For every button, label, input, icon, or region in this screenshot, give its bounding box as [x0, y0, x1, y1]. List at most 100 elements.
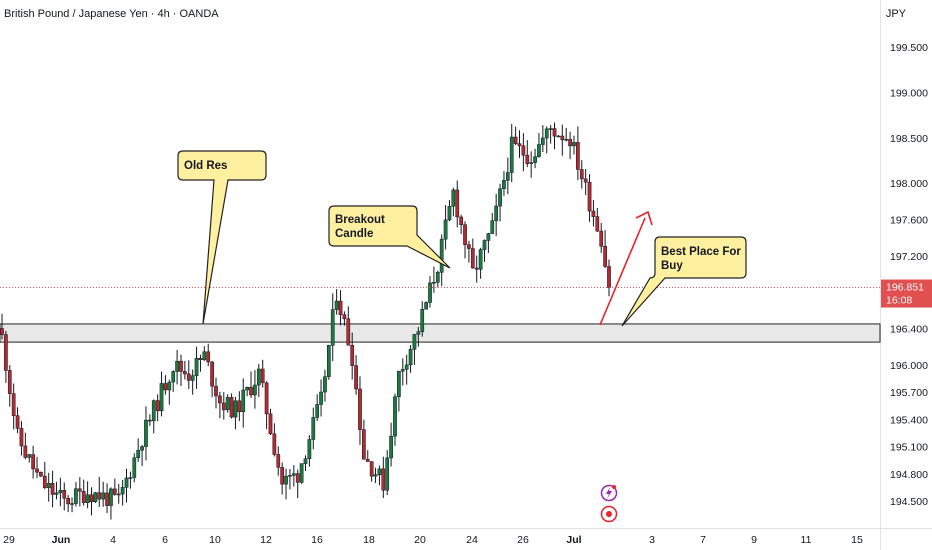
candle-down — [595, 208, 600, 232]
candle-down — [214, 377, 218, 409]
callout-shape — [177, 150, 267, 325]
candle-up — [428, 276, 432, 308]
candle-up — [128, 471, 133, 489]
candle-up — [136, 438, 141, 462]
candle-up — [109, 487, 113, 520]
candle-up — [202, 346, 207, 362]
candle-down — [350, 332, 355, 380]
candle-down — [264, 381, 269, 430]
candle-down — [576, 126, 580, 180]
candle-up — [175, 349, 179, 385]
currency-label: JPY — [885, 8, 906, 20]
price-tick-label: 195.400 — [890, 414, 928, 426]
candle-up — [533, 148, 537, 169]
candle-up — [116, 483, 121, 504]
candle-up — [101, 481, 106, 507]
candle-up — [404, 354, 409, 385]
candle-down — [62, 482, 67, 511]
candle-down — [583, 168, 588, 196]
candle-down — [97, 476, 102, 508]
candle-down — [568, 131, 572, 160]
candle-up — [241, 378, 246, 428]
candle-up — [93, 492, 98, 503]
candle-down — [186, 360, 191, 389]
candle-up — [326, 344, 331, 380]
candles-layer — [0, 122, 611, 520]
candle-up — [140, 444, 144, 467]
price-tick-label: 194.800 — [890, 469, 928, 481]
candle-up — [319, 379, 323, 417]
candle-up — [544, 126, 549, 154]
candle-up — [400, 358, 405, 386]
candle-down — [15, 407, 20, 434]
price-tick-label: 197.200 — [890, 251, 928, 263]
candle-down — [81, 479, 86, 506]
candle-up — [393, 393, 397, 446]
candle-down — [272, 423, 277, 457]
event-marker-icon[interactable] — [600, 505, 618, 523]
time-tick-label: 6 — [162, 534, 168, 546]
time-tick-label: 7 — [700, 534, 706, 546]
price-tag-value: 196.851 — [886, 282, 924, 294]
candle-up — [159, 371, 164, 417]
candle-down — [470, 238, 475, 269]
candle-down — [342, 311, 347, 326]
lightning-event-icon[interactable] — [600, 484, 618, 502]
candle-up — [416, 327, 421, 347]
candle-up — [151, 399, 156, 434]
candle-down — [517, 130, 522, 158]
callout-breakout-candle[interactable]: Breakout Candle — [328, 205, 451, 269]
candle-down — [66, 494, 70, 513]
candle-up — [124, 468, 129, 503]
candle-down — [579, 160, 584, 189]
arrow-head — [635, 210, 653, 226]
resistance-zone[interactable] — [0, 323, 881, 343]
price-axis[interactable]: 199.500 199.000 198.500 198.000 197.600 197.2… — [890, 42, 928, 508]
candle-up — [194, 346, 199, 389]
candle-up — [385, 450, 390, 496]
time-tick-label: 26 — [517, 534, 529, 546]
candle-up — [529, 151, 534, 178]
time-tick-label: 18 — [363, 534, 375, 546]
callout-old-res[interactable]: Old Res — [177, 150, 267, 325]
candle-down — [23, 432, 28, 460]
candle-up — [299, 463, 304, 484]
candle-down — [513, 126, 518, 146]
candle-down — [206, 343, 211, 367]
candle-up — [307, 435, 312, 467]
time-tick-label: 29 — [3, 534, 15, 546]
chart-title: British Pound / Japanese Yen · 4h · OAND… — [4, 8, 219, 20]
candle-up — [171, 370, 176, 392]
candle-up — [256, 363, 261, 398]
candle-down — [89, 487, 94, 516]
candle-up — [225, 394, 230, 413]
price-tick-label: 198.500 — [890, 133, 928, 145]
callout-best-place-for-buy[interactable]: Best Place For Buy — [621, 236, 747, 327]
price-tick-label: 197.600 — [890, 215, 928, 227]
candle-down — [50, 470, 55, 508]
bullish-arrow[interactable] — [599, 210, 653, 326]
candle-down — [7, 365, 12, 407]
candle-up — [389, 422, 393, 467]
candle-down — [525, 140, 530, 168]
candle-up — [408, 345, 413, 373]
price-tick-label: 198.000 — [890, 178, 928, 190]
time-tick-label: 15 — [851, 534, 863, 546]
candle-down — [467, 240, 471, 263]
time-axis[interactable]: 29 Jun 4 6 10 12 16 18 20 24 26 Jul 3 7 9 11 15 — [3, 534, 863, 546]
time-tick-label: 16 — [311, 534, 323, 546]
candle-down — [369, 461, 374, 482]
candle-down — [280, 462, 285, 495]
price-tick-label: 195.700 — [890, 387, 928, 399]
candle-up — [541, 125, 545, 153]
candle-up — [46, 472, 51, 502]
candle-down — [249, 371, 253, 399]
candle-down — [295, 469, 300, 499]
candle-down — [105, 483, 109, 514]
candle-up — [288, 469, 292, 490]
candle-up — [190, 369, 195, 395]
candle-down — [229, 393, 234, 419]
candle-up — [311, 407, 316, 450]
candle-down — [221, 392, 226, 420]
